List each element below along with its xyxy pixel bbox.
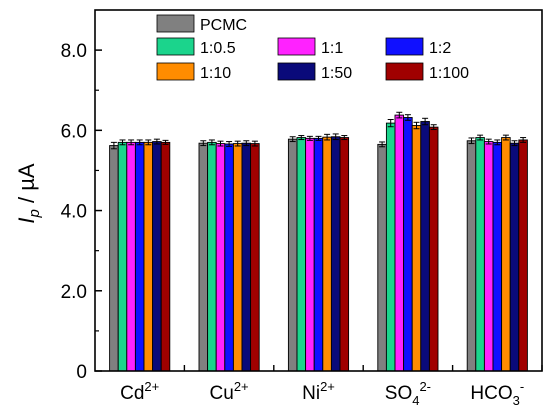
x-tick-label: Ni2+ <box>302 379 335 404</box>
bar <box>411 125 422 372</box>
y-tick-label: 2.0 <box>61 282 87 303</box>
bar <box>152 141 162 372</box>
legend-label: 1:1 <box>321 40 343 57</box>
legend-label: 1:100 <box>429 65 469 82</box>
x-tick-label: Cu2+ <box>210 379 249 404</box>
bar <box>518 139 528 372</box>
legend-swatch <box>277 37 316 56</box>
bar <box>109 145 119 372</box>
bar <box>420 121 430 372</box>
legend-swatch <box>385 62 424 81</box>
bar <box>483 141 494 372</box>
y-tick-label: 6.0 <box>61 121 87 142</box>
legend-label: 1:50 <box>321 65 352 82</box>
bar <box>394 114 405 372</box>
y-axis-title: Ip / µA <box>14 163 43 223</box>
legend-swatch <box>277 62 316 81</box>
bar <box>198 142 209 372</box>
legend-swatch <box>385 37 424 56</box>
bar <box>385 122 396 372</box>
bar <box>313 137 324 372</box>
bar <box>501 137 511 372</box>
bar <box>492 141 503 372</box>
y-tick-label: 8.0 <box>61 41 87 62</box>
bar <box>160 141 171 372</box>
bar <box>466 140 477 372</box>
bar <box>339 137 350 372</box>
bar <box>134 141 145 372</box>
bar <box>330 136 341 372</box>
y-tick-label: 0 <box>76 362 87 383</box>
plot-frame <box>94 9 543 372</box>
y-tick-label: 4.0 <box>61 202 87 223</box>
bar <box>250 143 260 372</box>
bar <box>287 138 298 372</box>
bar <box>322 136 332 372</box>
legend-swatch <box>156 62 195 81</box>
bars-layer <box>109 111 528 372</box>
legend-label: 1:0.5 <box>200 40 236 57</box>
legend-swatch <box>156 37 195 56</box>
bar <box>143 141 154 372</box>
bar <box>224 143 234 372</box>
legend-label: PCMC <box>200 17 247 34</box>
bar <box>377 143 387 372</box>
bar <box>241 142 252 372</box>
bar <box>126 141 136 372</box>
bar <box>215 143 226 372</box>
bar <box>509 142 520 372</box>
x-tick-label: SO42- <box>385 379 431 408</box>
legend-swatch <box>156 14 195 33</box>
bar <box>117 141 128 372</box>
bar <box>475 137 485 372</box>
x-tick-label: Cd2+ <box>120 379 159 404</box>
bar <box>207 141 217 372</box>
bar <box>403 117 413 372</box>
legend-label: 1:2 <box>429 40 451 57</box>
bar <box>232 143 243 372</box>
bar <box>296 137 307 372</box>
legend: PCMC 1:0.5 1:1 1:2 1:10 1:50 1:100 <box>156 14 469 82</box>
bar <box>428 126 439 372</box>
x-tick-label: HCO3- <box>470 379 524 408</box>
bar <box>305 137 315 372</box>
legend-label: 1:10 <box>200 65 231 82</box>
